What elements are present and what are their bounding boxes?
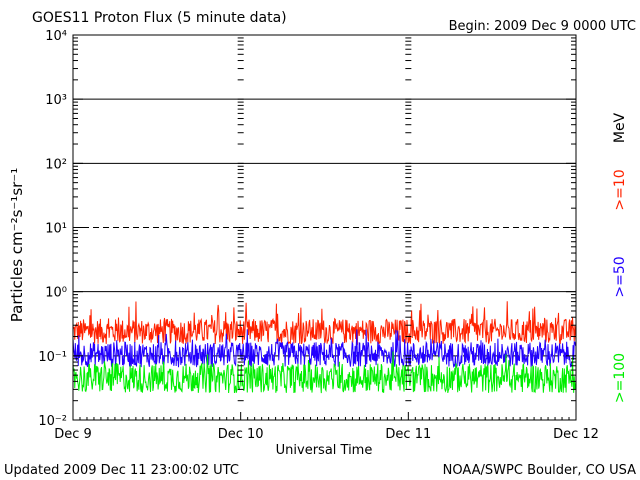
y-tick-label: 10¹ [45, 222, 67, 237]
x-tick-label: Dec 10 [218, 427, 264, 442]
x-tick-label: Dec 11 [385, 427, 431, 442]
x-axis-label: Universal Time [276, 443, 373, 458]
units-label: MeV [612, 112, 628, 143]
legend-series-10: >=10 [612, 169, 628, 210]
chart-title: GOES11 Proton Flux (5 minute data) [32, 10, 287, 26]
y-tick-label: 10³ [45, 93, 67, 108]
legend-series-50: >=50 [612, 256, 628, 297]
series-layer [72, 301, 577, 394]
source-credit: NOAA/SWPC Boulder, CO USA [443, 463, 636, 478]
ticks: 10⁻² 10⁻¹ 10⁰ 10¹ 10² 10³ 10⁴ Dec 9 Dec 10 Dec 11… [38, 29, 599, 442]
begin-label: Begin: 2009 Dec 9 0000 UTC [449, 19, 636, 34]
y-tick-label: 10² [45, 157, 67, 172]
y-tick-label: 10⁻² [38, 414, 67, 429]
legend-series-100: >=100 [612, 353, 628, 403]
y-tick-label: 10⁴ [45, 29, 67, 44]
updated-timestamp: Updated 2009 Dec 11 23:00:02 UTC [4, 463, 239, 478]
reference-lines [73, 98, 576, 357]
series-line-3 [72, 351, 577, 394]
series-line-2 [72, 329, 577, 369]
y-tick-label: 10⁻¹ [38, 350, 67, 365]
y-tick-label: 10⁰ [45, 286, 67, 301]
series-line-1 [72, 301, 577, 345]
x-tick-label: Dec 9 [54, 427, 92, 442]
x-tick-label: Dec 12 [553, 427, 599, 442]
y-axis-label: Particles cm⁻²s⁻¹sr⁻¹ [8, 168, 26, 322]
